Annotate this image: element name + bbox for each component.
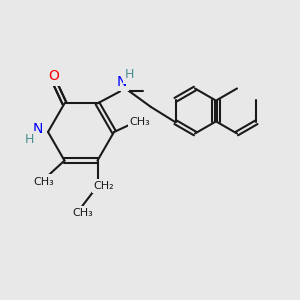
Text: N: N	[32, 122, 43, 136]
Text: CH₃: CH₃	[33, 177, 54, 187]
Text: N: N	[116, 75, 127, 89]
Text: CH₃: CH₃	[130, 116, 151, 127]
Text: H: H	[125, 68, 134, 81]
Text: CH₃: CH₃	[72, 208, 93, 218]
Text: O: O	[49, 69, 59, 83]
Text: CH₂: CH₂	[94, 181, 114, 191]
Text: H: H	[25, 133, 34, 146]
